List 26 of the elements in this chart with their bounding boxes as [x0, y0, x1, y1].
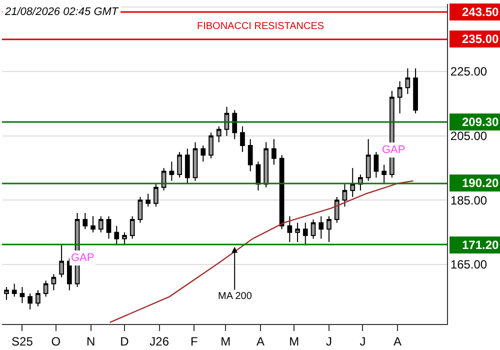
x-tick-label: J	[360, 334, 366, 348]
x-tick-label: A	[256, 334, 264, 348]
ref-line-label: 243.50	[462, 5, 499, 19]
x-tick-label: S25	[12, 334, 34, 348]
annotation: 21/08/2026 02:45 GMT	[4, 6, 120, 18]
x-tick-label: J	[326, 334, 332, 348]
annotation: MA 200	[218, 291, 252, 302]
x-tick-label: N	[86, 334, 96, 348]
x-tick-label: O	[51, 334, 61, 348]
x-tick-label: A	[394, 334, 402, 348]
annotation: GAP	[382, 144, 406, 156]
x-tick-label: D	[120, 334, 130, 348]
annotation: FIBONACCI RESISTANCES	[197, 21, 324, 32]
x-tick-label: M	[220, 334, 231, 348]
ref-line-label: 209.30	[462, 115, 499, 129]
y-tick-label: 205.00	[450, 129, 488, 144]
y-tick-label: 165.00	[450, 258, 488, 272]
ref-line-label: 190.20	[462, 176, 499, 190]
annotation: GAP	[71, 252, 94, 264]
ref-line-label: 235.00	[462, 32, 499, 46]
x-tick-label: F	[190, 334, 198, 348]
x-tick-label: J26	[150, 334, 170, 348]
y-tick-label: 225.00	[450, 64, 488, 79]
y-tick-label: 185.00	[450, 193, 488, 208]
ref-line-label: 171.20	[462, 238, 499, 252]
x-tick-label: M	[289, 334, 300, 348]
